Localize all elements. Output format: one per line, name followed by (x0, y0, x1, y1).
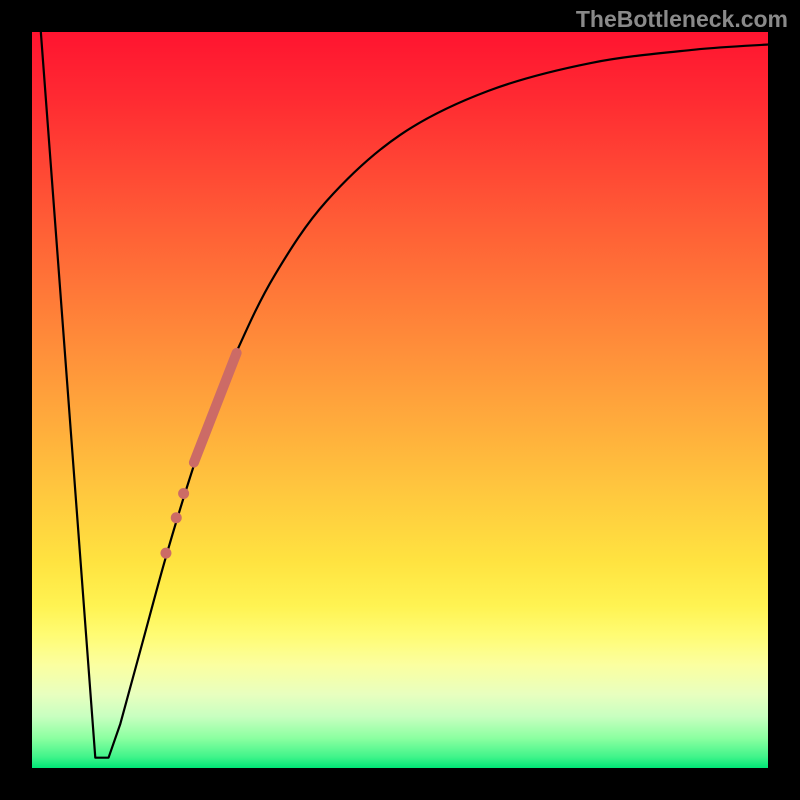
plot-area (32, 32, 768, 768)
bottleneck-curve (32, 32, 768, 768)
watermark-text: TheBottleneck.com (576, 6, 788, 33)
chart-frame: TheBottleneck.com (0, 0, 800, 800)
